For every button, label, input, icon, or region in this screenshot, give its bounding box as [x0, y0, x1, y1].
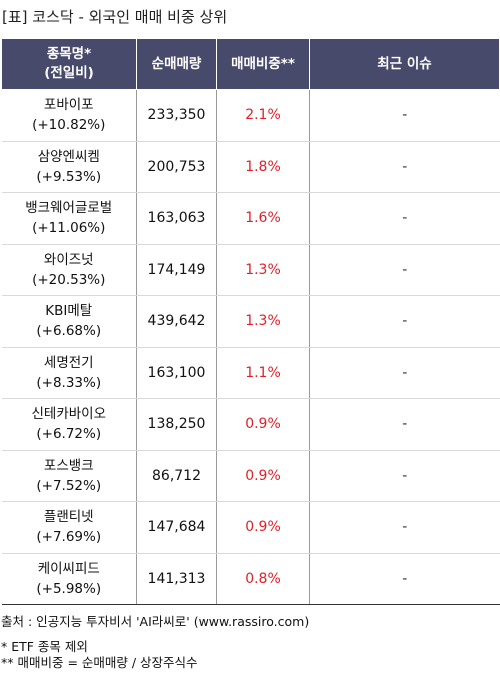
stock-name: 포바이포	[43, 97, 94, 114]
table-row: 뱅크웨어글로벌 (+11.06%) 163,063 1.6% -	[1, 192, 500, 245]
net-volume: 200,753	[136, 140, 217, 193]
stock-change: (+7.52%)	[36, 477, 102, 494]
recent-issue: -	[309, 243, 500, 296]
table-row: 포스뱅크 (+7.52%) 86,712 0.9% -	[1, 449, 500, 502]
recent-issue: -	[309, 449, 500, 502]
recent-issue: -	[309, 552, 500, 605]
table-row: 와이즈넛 (+20.53%) 174,149 1.3% -	[1, 243, 500, 296]
table-body: 포바이포 (+10.82%) 233,350 2.1% - 삼양엔씨켐 (+9.53%) 20…	[1, 89, 500, 605]
table-title: [표] 코스닥 - 외국인 매매 비중 상위	[2, 8, 228, 26]
table-row: 신테카바이오 (+6.72%) 138,250 0.9% -	[1, 398, 500, 451]
header-name: 종목명* (전일비)	[1, 38, 137, 90]
stock-cell: 플랜티넷 (+7.69%)	[1, 501, 137, 554]
table-row: 플랜티넷 (+7.69%) 147,684 0.9% -	[1, 501, 500, 554]
stock-change: (+20.53%)	[32, 271, 106, 288]
table-row: 세명전기 (+8.33%) 163,100 1.1% -	[1, 346, 500, 399]
stock-cell: 삼양엔씨켐 (+9.53%)	[1, 140, 137, 193]
stock-change: (+8.33%)	[36, 374, 102, 391]
stock-change: (+10.82%)	[32, 117, 106, 134]
net-volume: 141,313	[136, 552, 217, 605]
stock-change: (+7.69%)	[36, 529, 102, 546]
stock-name: 케이씨피드	[37, 560, 100, 577]
stock-name: 삼양엔씨켐	[37, 148, 100, 165]
stock-name: 신테카바이오	[31, 406, 107, 423]
source-note: 출처 : 인공지능 투자비서 'AI라씨로' (www.rassiro.com)	[1, 614, 310, 629]
net-volume: 439,642	[136, 295, 217, 348]
trade-ratio: 0.9%	[216, 501, 310, 554]
recent-issue: -	[309, 89, 500, 142]
stock-name: KBI메탈	[45, 303, 93, 320]
stock-cell: KBI메탈 (+6.68%)	[1, 295, 137, 348]
table-header-row: 종목명* (전일비) 순매매량 매매비중** 최근 이슈	[1, 38, 500, 90]
header-issue: 최근 이슈	[309, 38, 500, 90]
recent-issue: -	[309, 140, 500, 193]
footnote-etf: * ETF 종목 제외	[1, 639, 88, 654]
net-volume: 147,684	[136, 501, 217, 554]
stock-cell: 케이씨피드 (+5.98%)	[1, 552, 137, 605]
stock-name: 세명전기	[43, 354, 94, 371]
trade-ratio: 0.8%	[216, 552, 310, 605]
table-row: 케이씨피드 (+5.98%) 141,313 0.8% -	[1, 552, 500, 605]
stock-name: 와이즈넛	[43, 251, 94, 268]
trade-ratio: 1.6%	[216, 192, 310, 245]
net-volume: 86,712	[136, 449, 217, 502]
stock-change: (+5.98%)	[36, 580, 102, 597]
recent-issue: -	[309, 346, 500, 399]
stock-name: 뱅크웨어글로벌	[25, 200, 113, 217]
recent-issue: -	[309, 295, 500, 348]
footnote-ratio: ** 매매비중 = 순매매량 / 상장주식수	[1, 655, 198, 670]
trade-ratio: 0.9%	[216, 398, 310, 451]
stock-name: 플랜티넷	[43, 509, 94, 526]
recent-issue: -	[309, 501, 500, 554]
table-row: KBI메탈 (+6.68%) 439,642 1.3% -	[1, 295, 500, 348]
stock-change: (+9.53%)	[36, 168, 102, 185]
table-row: 삼양엔씨켐 (+9.53%) 200,753 1.8% -	[1, 140, 500, 193]
trade-ratio: 1.3%	[216, 243, 310, 296]
recent-issue: -	[309, 398, 500, 451]
stock-cell: 신테카바이오 (+6.72%)	[1, 398, 137, 451]
header-name-label: 종목명*	[46, 46, 92, 62]
trade-ratio: 1.1%	[216, 346, 310, 399]
trade-ratio: 2.1%	[216, 89, 310, 142]
stock-change: (+11.06%)	[32, 220, 106, 237]
stock-change: (+6.72%)	[36, 426, 102, 443]
header-ratio: 매매비중**	[216, 38, 310, 90]
stock-name: 포스뱅크	[43, 457, 94, 474]
stock-cell: 세명전기 (+8.33%)	[1, 346, 137, 399]
stock-cell: 뱅크웨어글로벌 (+11.06%)	[1, 192, 137, 245]
header-volume: 순매매량	[136, 38, 217, 90]
trade-ratio: 0.9%	[216, 449, 310, 502]
stock-change: (+6.68%)	[36, 323, 102, 340]
stock-cell: 와이즈넛 (+20.53%)	[1, 243, 137, 296]
net-volume: 233,350	[136, 89, 217, 142]
header-name-sublabel: (전일비)	[44, 65, 94, 81]
trade-ratio: 1.3%	[216, 295, 310, 348]
stock-cell: 포바이포 (+10.82%)	[1, 89, 137, 142]
recent-issue: -	[309, 192, 500, 245]
net-volume: 163,100	[136, 346, 217, 399]
net-volume: 138,250	[136, 398, 217, 451]
trade-ratio: 1.8%	[216, 140, 310, 193]
net-volume: 174,149	[136, 243, 217, 296]
stock-cell: 포스뱅크 (+7.52%)	[1, 449, 137, 502]
net-volume: 163,063	[136, 192, 217, 245]
foreign-trading-table: 종목명* (전일비) 순매매량 매매비중** 최근 이슈 포바이포 (+10.82…	[1, 38, 500, 605]
table-row: 포바이포 (+10.82%) 233,350 2.1% -	[1, 89, 500, 142]
